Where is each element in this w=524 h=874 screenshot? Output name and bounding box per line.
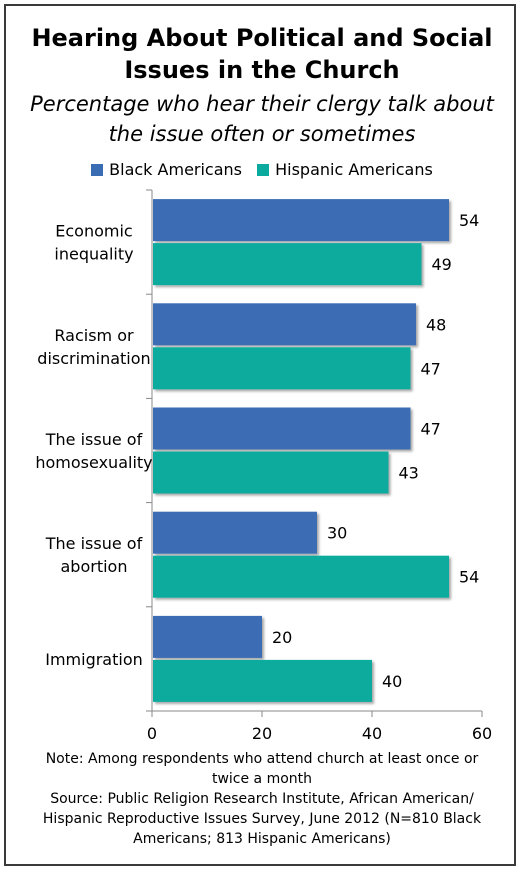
note-line-4: Hispanic Reproductive Issues Survey, Jun… bbox=[42, 811, 482, 827]
chart-legend: Black Americans Hispanic Americans bbox=[0, 159, 524, 182]
chart-subtitle: Percentage who hear their clergy talk ab… bbox=[0, 89, 524, 149]
legend-item-hispanic-americans: Hispanic Americans bbox=[257, 159, 433, 181]
note-line-3: Source: Public Religion Research Institu… bbox=[50, 791, 474, 807]
chart-title: Hearing About Political and Social Issue… bbox=[0, 22, 524, 86]
note-line-1: Note: Among respondents who attend churc… bbox=[45, 751, 479, 767]
legend-swatch-black-americans bbox=[91, 164, 104, 176]
legend-label-black-americans: Black Americans bbox=[109, 160, 243, 179]
legend-item-black-americans: Black Americans bbox=[91, 159, 242, 181]
chart-title-line-2: Issues in the Church bbox=[124, 56, 400, 84]
chart-title-line-1: Hearing About Political and Social bbox=[31, 24, 493, 52]
chart-subtitle-line-1: Percentage who hear their clergy talk ab… bbox=[30, 92, 494, 116]
legend-swatch-hispanic-americans bbox=[257, 164, 270, 176]
legend-label-hispanic-americans: Hispanic Americans bbox=[275, 160, 433, 179]
chart-subtitle-line-2: the issue often or sometimes bbox=[108, 122, 416, 146]
chart-note: Note: Among respondents who attend churc… bbox=[0, 749, 524, 849]
note-line-5: Americans; 813 Hispanic Americans) bbox=[133, 831, 391, 847]
note-line-2: twice a month bbox=[211, 771, 313, 787]
